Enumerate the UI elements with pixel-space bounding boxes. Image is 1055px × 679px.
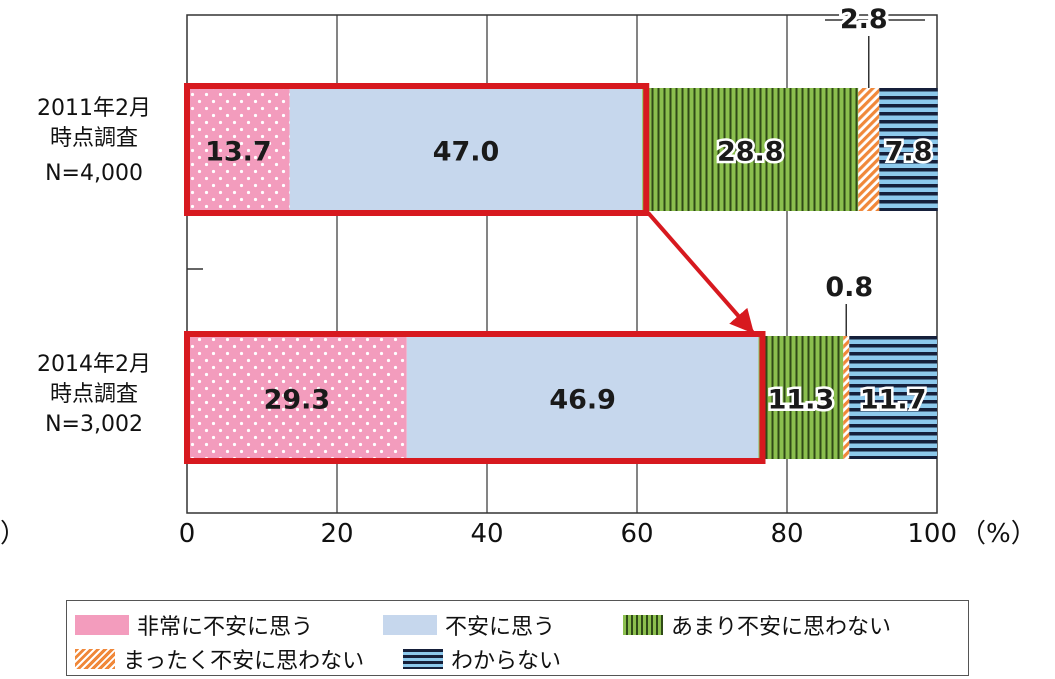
legend-label: あまり不安に思わない <box>671 615 892 640</box>
bar-segment <box>858 88 880 211</box>
x-tick-label: 60 <box>620 519 653 549</box>
data-label: 46.9 <box>549 385 616 416</box>
legend-item-dont-know: わからない <box>403 643 561 675</box>
left-marker: ） <box>0 519 26 549</box>
legend-item-not-anxious-at-all: まったく不安に思わない <box>75 643 364 675</box>
x-tick-label: 80 <box>770 519 803 549</box>
x-tick-label: 0 <box>179 519 196 549</box>
bar-segment <box>642 88 859 211</box>
highlight-box <box>184 331 766 464</box>
legend: 非常に不安に思う 不安に思う あまり不安に思わない まったく不安に思わない わか… <box>66 600 969 676</box>
plot-frame <box>186 14 938 514</box>
category-label-line: 2014年2月 <box>37 352 151 377</box>
x-tick-label: 40 <box>470 519 503 549</box>
bar-segment <box>187 336 407 459</box>
legend-label: わからない <box>451 649 562 674</box>
legend-swatch <box>75 649 115 669</box>
category-label-line: 時点調査 <box>49 382 138 407</box>
legend-label: まったく不安に思わない <box>123 649 365 674</box>
legend-item-not-very-anxious: あまり不安に思わない <box>623 609 891 641</box>
legend-swatch <box>623 615 663 635</box>
data-label: 29.3 <box>264 385 331 416</box>
data-label-callout: 2.8 <box>840 4 888 35</box>
data-label: 7.8 <box>885 137 933 168</box>
bar-segment <box>843 336 850 459</box>
bar-segment <box>406 336 759 459</box>
highlight-arrow <box>646 211 755 334</box>
category-label-line: 時点調査 <box>49 126 138 151</box>
category-label-line: 2011年2月 <box>37 96 151 121</box>
category-label-line: N=3,002 <box>45 412 143 437</box>
bar-segment <box>187 88 290 211</box>
category-label-line: N=4,000 <box>45 161 143 186</box>
x-tick-label: 100 <box>907 519 957 549</box>
legend-item-very-anxious: 非常に不安に思う <box>75 609 313 641</box>
bar-segment <box>758 336 844 459</box>
legend-label: 不安に思う <box>445 615 556 640</box>
bar-segment <box>879 88 938 211</box>
highlight-box <box>184 83 650 216</box>
legend-swatch <box>75 615 129 635</box>
category-label: 2011年2月 時点調査 N=4,000 <box>14 94 174 196</box>
category-label: 2014年2月 時点調査 N=3,002 <box>14 350 174 440</box>
legend-swatch <box>403 649 443 669</box>
legend-swatch <box>383 615 437 635</box>
bar-segment <box>849 336 937 459</box>
data-label: 47.0 <box>433 137 500 168</box>
bar-segment <box>289 88 643 211</box>
legend-item-anxious: 不安に思う <box>383 609 555 641</box>
legend-label: 非常に不安に思う <box>137 615 314 640</box>
data-label: 13.7 <box>205 137 272 168</box>
stacked-bar-chart: 13.7 47.0 28.8 2.8 7.8 29.3 46.9 11.3 0.8 11.7 0 2… <box>0 4 1037 549</box>
data-label-callout: 0.8 <box>825 272 873 303</box>
x-tick-label: 20 <box>320 519 353 549</box>
data-label: 28.8 <box>717 137 784 168</box>
x-unit-label: （%） <box>960 519 1037 549</box>
data-label: 11.3 <box>768 385 835 416</box>
data-label: 11.7 <box>860 385 927 416</box>
